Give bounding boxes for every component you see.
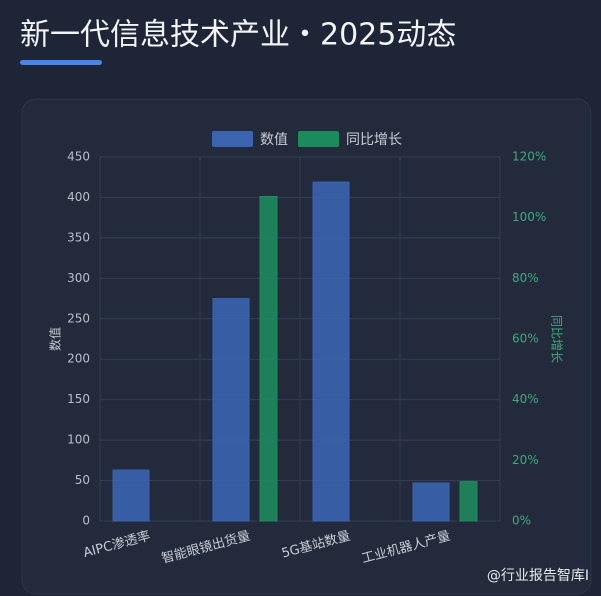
y-tick-label: 150 <box>67 392 90 406</box>
legend-label: 同比增长 <box>346 132 402 148</box>
y-tick-label: 50 <box>75 473 90 487</box>
y-tick-label: 0 <box>82 514 90 528</box>
bar <box>212 298 250 522</box>
y2-axis-title: 同比增长 <box>550 315 564 363</box>
legend-label: 数值 <box>260 132 288 148</box>
bar <box>412 482 450 522</box>
watermark: @行业报告智库I <box>487 568 589 584</box>
y-axis-title: 数值 <box>48 327 63 351</box>
y-tick-label: 250 <box>67 311 90 325</box>
chart-title: 新一代信息技术产业・2025动态 <box>20 18 456 53</box>
y2-tick-label: 20% <box>512 453 539 467</box>
y2-tick-label: 60% <box>512 332 539 346</box>
panel <box>21 98 592 595</box>
y-tick-label: 100 <box>67 433 90 447</box>
y-tick-label: 200 <box>67 352 90 366</box>
y2-tick-label: 100% <box>512 210 546 224</box>
y2-tick-label: 120% <box>512 150 546 164</box>
y-tick-label: 300 <box>67 271 90 285</box>
y-tick-label: 350 <box>67 230 90 244</box>
y2-tick-label: 80% <box>512 271 539 285</box>
y-tick-label: 450 <box>67 150 90 164</box>
bar <box>312 181 350 522</box>
y2-tick-label: 40% <box>512 392 539 406</box>
bar <box>112 469 150 522</box>
y2-tick-label: 0% <box>512 514 531 528</box>
legend-swatch <box>298 131 339 147</box>
bar <box>459 481 478 522</box>
bar <box>259 195 278 522</box>
y-tick-label: 400 <box>67 190 90 204</box>
legend-swatch <box>212 131 253 147</box>
title-underline <box>20 60 102 65</box>
